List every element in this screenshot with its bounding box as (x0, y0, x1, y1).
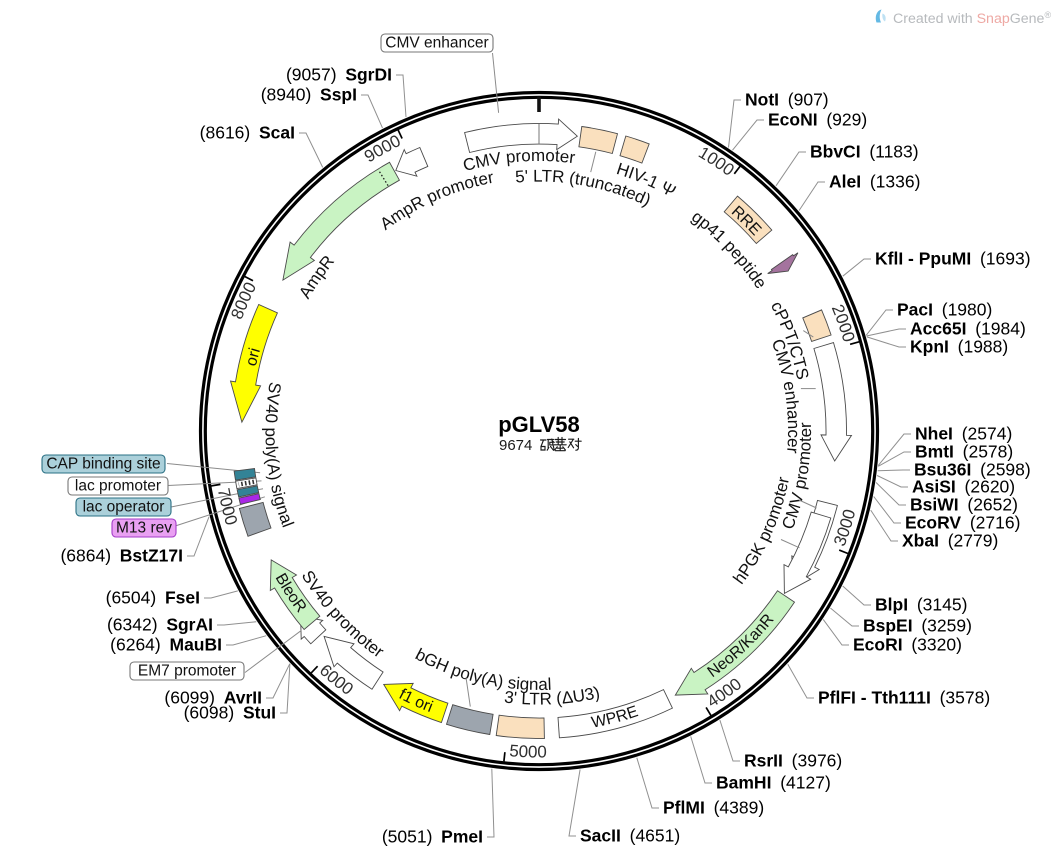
svg-text:Acc65I (1984): Acc65I (1984) (910, 319, 1026, 339)
svg-text:XbaI (2779): XbaI (2779) (902, 531, 998, 551)
svg-text:BamHI (4127): BamHI (4127) (716, 773, 831, 793)
svg-text:(6264) MauBI: (6264) MauBI (110, 635, 222, 655)
svg-text:BspEI (3259): BspEI (3259) (863, 616, 972, 636)
svg-text:BsiWI (2652): BsiWI (2652) (910, 495, 1018, 515)
svg-text:BlpI (3145): BlpI (3145) (875, 595, 967, 615)
svg-text:(6098) StuI: (6098) StuI (184, 703, 276, 723)
svg-text:CMV enhancer: CMV enhancer (385, 35, 488, 52)
svg-text:EcoNI (929): EcoNI (929) (768, 110, 867, 130)
svg-text:(5051) PmeI: (5051) PmeI (382, 827, 483, 847)
svg-text:PflMI (4389): PflMI (4389) (663, 798, 764, 818)
svg-text:NotI (907): NotI (907) (745, 90, 829, 110)
svg-text:(6099) AvrII: (6099) AvrII (164, 688, 262, 708)
svg-text:AleI (1336): AleI (1336) (829, 172, 920, 192)
svg-text:PflFI - Tth111I (3578): PflFI - Tth111I (3578) (818, 688, 990, 708)
svg-text:KpnI (1988): KpnI (1988) (910, 337, 1008, 357)
svg-text:(8940) SspI: (8940) SspI (261, 85, 357, 105)
svg-text:(8616) ScaI: (8616) ScaI (200, 123, 295, 143)
svg-text:PacI (1980): PacI (1980) (897, 300, 992, 320)
svg-text:(6864) BstZ17I: (6864) BstZ17I (60, 546, 183, 566)
svg-text:Bsu36I (2598): Bsu36I (2598) (914, 460, 1031, 480)
svg-text:BmtI (2578): BmtI (2578) (915, 442, 1013, 462)
svg-text:M13 rev: M13 rev (116, 520, 172, 537)
svg-text:EcoRV (2716): EcoRV (2716) (905, 513, 1020, 533)
svg-text:Created with SnapGene®: Created with SnapGene® (893, 10, 1051, 27)
svg-text:BbvCI (1183): BbvCI (1183) (810, 142, 919, 162)
svg-text:(6342) SgrAI: (6342) SgrAI (107, 615, 213, 635)
svg-text:EM7 promoter: EM7 promoter (138, 663, 236, 680)
svg-text:SacII (4651): SacII (4651) (580, 826, 680, 846)
svg-text:9674: 9674 (499, 437, 532, 454)
svg-text:RsrII (3976): RsrII (3976) (744, 751, 842, 771)
svg-text:KflI - PpuMI (1693): KflI - PpuMI (1693) (875, 249, 1031, 269)
svg-text:5000: 5000 (509, 741, 547, 761)
svg-text:ori: ori (243, 346, 264, 368)
svg-text:lac promoter: lac promoter (75, 478, 161, 495)
svg-text:pGLV58: pGLV58 (498, 412, 580, 437)
svg-text:NheI (2574): NheI (2574) (915, 424, 1012, 444)
svg-text:lac operator: lac operator (83, 499, 165, 516)
svg-text:EcoRI (3320): EcoRI (3320) (853, 635, 962, 655)
svg-text:AsiSI (2620): AsiSI (2620) (912, 477, 1015, 497)
svg-text:(6504) FseI: (6504) FseI (106, 588, 200, 608)
svg-text:CAP binding site: CAP binding site (46, 456, 160, 473)
svg-text:(9057) SgrDI: (9057) SgrDI (286, 65, 392, 85)
